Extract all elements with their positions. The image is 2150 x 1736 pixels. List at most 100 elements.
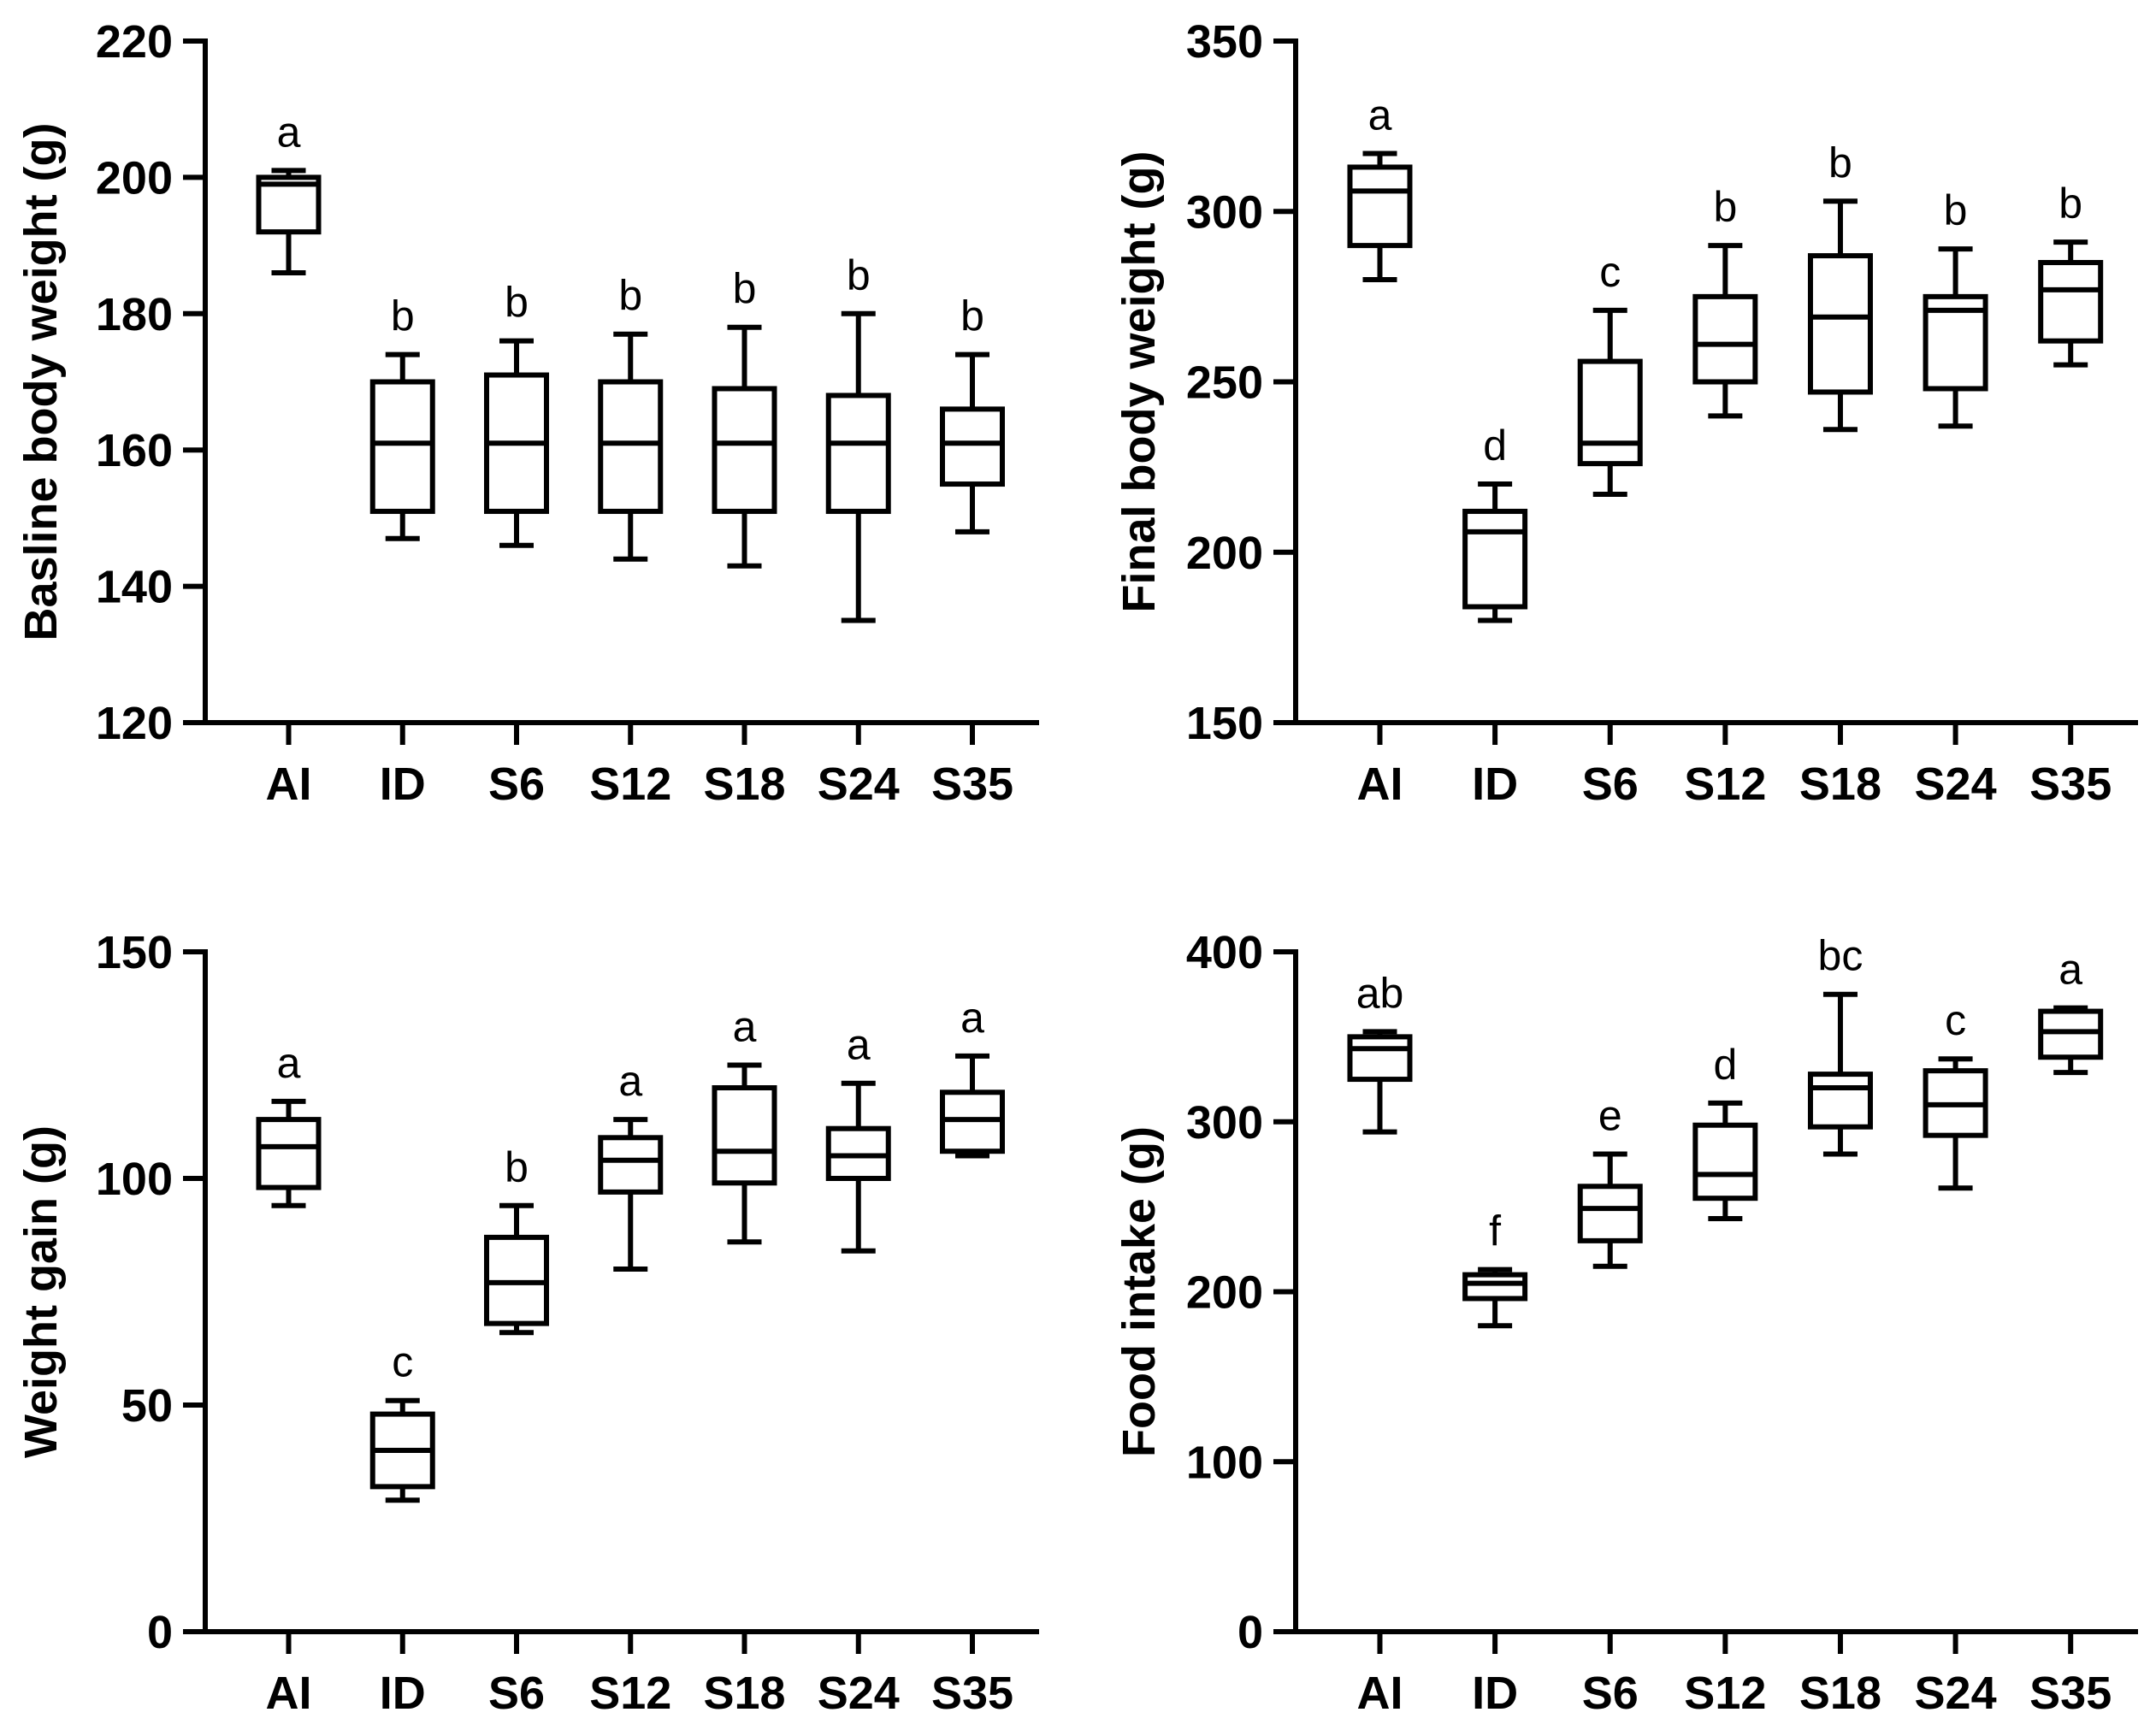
box-s18: b [712, 265, 777, 569]
box-ai: ab [1347, 969, 1413, 1135]
x-tick-label: S12 [1684, 759, 1766, 810]
iqr-box [1462, 508, 1528, 610]
box-s6: b [484, 1143, 549, 1336]
box-s24: c [1923, 996, 1988, 1191]
box-s12: a [598, 1057, 664, 1272]
y-tick-label: 350 [1186, 16, 1263, 68]
box-s6: b [484, 279, 549, 548]
significance-label: c [392, 1338, 413, 1386]
box-s35: b [940, 292, 1005, 534]
x-tick-label: AI [1357, 1668, 1403, 1719]
significance-label: b [505, 1143, 529, 1191]
y-axis-title: Final body weight (g) [1113, 151, 1165, 613]
y-tick-label: 50 [121, 1380, 173, 1432]
y-tick-label: 100 [96, 1154, 173, 1205]
significance-label: c [1945, 996, 1966, 1044]
box-s6: c [1577, 248, 1643, 498]
y-tick-label: 150 [1186, 698, 1263, 749]
y-tick-label: 0 [1237, 1607, 1263, 1658]
x-tick-label: S35 [931, 1668, 1013, 1719]
significance-label: b [960, 292, 984, 340]
significance-label: b [1944, 186, 1968, 234]
significance-label: a [1368, 92, 1392, 139]
y-tick-label: 140 [96, 562, 173, 613]
y-axis-title: Weight gain (g) [15, 1125, 67, 1458]
x-tick-label: S24 [818, 1668, 900, 1719]
y-tick-label: 150 [96, 927, 173, 978]
y-axis-title: Food intake (g) [1113, 1126, 1165, 1457]
box-s18: a [712, 1003, 777, 1245]
iqr-box [2038, 260, 2104, 344]
iqr-box [598, 379, 664, 514]
significance-label: a [847, 1021, 871, 1069]
x-tick-label: S12 [1684, 1668, 1766, 1719]
y-tick-label: 400 [1186, 927, 1263, 978]
significance-label: a [733, 1003, 757, 1051]
chart-panel-1: 120 140 160 180 200 220 Basline body weight (g… [15, 16, 1039, 810]
y-tick-label: 220 [96, 16, 173, 68]
box-s12: b [1692, 183, 1758, 419]
box-id: c [369, 1338, 435, 1503]
x-tick-label: AI [266, 1668, 312, 1719]
x-tick-label: S24 [818, 759, 900, 810]
chart-panel-2: 150 200 250 300 350 Final body weight (g) a AI d… [1113, 16, 2138, 810]
iqr-box [598, 1135, 664, 1195]
x-tick-label: AI [1357, 759, 1403, 810]
significance-label: d [1713, 1041, 1737, 1089]
x-tick-label: S24 [1915, 1668, 1997, 1719]
box-s24: b [1923, 186, 1988, 429]
y-tick-label: 200 [1186, 528, 1263, 579]
box-s12: d [1692, 1041, 1758, 1222]
box-s6: e [1577, 1092, 1643, 1269]
significance-label: b [847, 251, 871, 299]
iqr-box [1807, 253, 1873, 395]
box-ai: a [256, 108, 322, 275]
box-s35: a [2038, 946, 2104, 1076]
box-ai: a [1347, 92, 1413, 282]
box-s24: b [825, 251, 891, 623]
box-s18: bc [1807, 932, 1873, 1157]
iqr-box [1577, 1184, 1643, 1243]
y-tick-label: 200 [96, 152, 173, 204]
box-s12: b [598, 272, 664, 562]
chart-panel-3: 0 50 100 150 Weight gain (g) a AI c ID b S6 a S12 a S1… [15, 927, 1039, 1719]
iqr-box [712, 1085, 777, 1186]
significance-label: b [618, 272, 642, 320]
x-tick-label: ID [1472, 759, 1518, 810]
y-tick-label: 120 [96, 698, 173, 749]
x-tick-label: S35 [931, 759, 1013, 810]
iqr-box [825, 393, 891, 514]
x-tick-label: S12 [589, 759, 671, 810]
x-tick-label: AI [266, 759, 312, 810]
y-tick-label: 200 [1186, 1267, 1263, 1319]
y-tick-label: 300 [1186, 186, 1263, 238]
x-tick-label: S24 [1915, 759, 1997, 810]
significance-label: bc [1818, 932, 1864, 980]
y-tick-label: 0 [147, 1607, 173, 1658]
iqr-box [1577, 358, 1643, 467]
x-tick-label: ID [380, 1668, 426, 1719]
x-tick-label: S18 [1799, 1668, 1881, 1719]
iqr-box [1347, 1034, 1413, 1083]
x-tick-label: ID [380, 759, 426, 810]
iqr-box [712, 386, 777, 514]
y-tick-label: 250 [1186, 357, 1263, 409]
significance-label: a [277, 1039, 301, 1087]
y-tick-label: 180 [96, 289, 173, 340]
iqr-box [1347, 164, 1413, 249]
significance-label: d [1483, 422, 1507, 469]
significance-label: b [1828, 139, 1852, 186]
x-tick-label: S6 [1582, 759, 1639, 810]
x-tick-label: S6 [488, 759, 545, 810]
significance-label: c [1599, 248, 1621, 296]
box-s35: b [2038, 180, 2104, 368]
x-tick-label: S35 [2029, 1668, 2112, 1719]
x-tick-label: S18 [703, 1668, 785, 1719]
significance-label: f [1489, 1208, 1501, 1255]
x-tick-label: S35 [2029, 759, 2112, 810]
significance-label: a [277, 108, 301, 156]
significance-label: b [1713, 183, 1737, 231]
significance-label: b [505, 279, 529, 327]
x-tick-label: S6 [488, 1668, 545, 1719]
iqr-box [256, 1117, 322, 1190]
